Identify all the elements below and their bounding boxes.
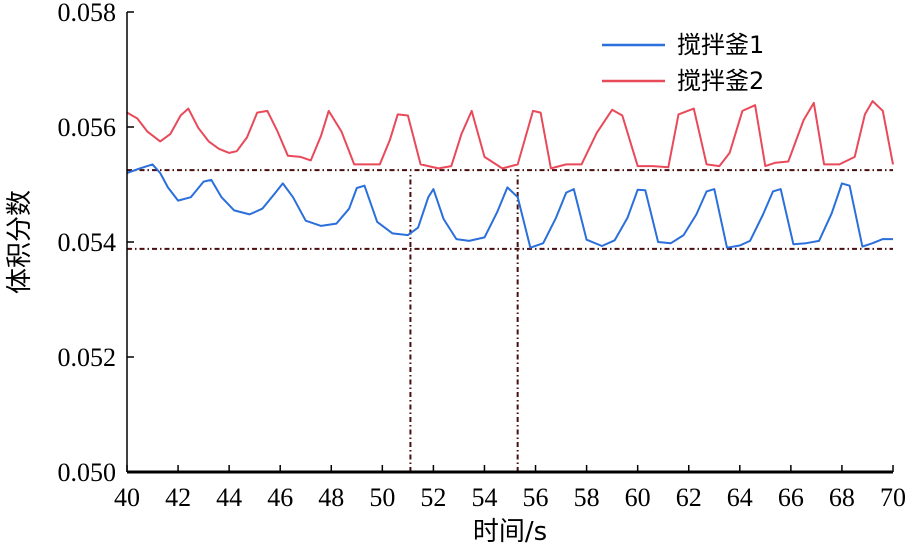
reference-lines <box>127 169 893 472</box>
x-tick-label: 68 <box>829 483 855 512</box>
ticks: 40 42 44 46 48 50 52 54 56 58 60 62 64 66 68 70 0.050 0.0… <box>58 0 907 512</box>
x-tick-label: 44 <box>216 483 242 512</box>
x-tick-label: 42 <box>165 483 191 512</box>
y-tick-label: 0.052 <box>58 343 117 372</box>
x-tick-label: 70 <box>880 483 906 512</box>
legend-label-1: 搅拌釜1 <box>677 31 764 59</box>
x-tick-label: 48 <box>318 483 344 512</box>
y-tick-label: 0.054 <box>58 228 117 257</box>
x-tick-label: 46 <box>267 483 293 512</box>
series-lines <box>126 100 894 249</box>
axes <box>126 12 893 474</box>
y-tick-label: 0.056 <box>58 113 117 142</box>
x-tick-label: 50 <box>369 483 395 512</box>
x-tick-label: 54 <box>471 483 497 512</box>
x-axis-title: 时间/s <box>473 517 547 546</box>
x-tick-label: 66 <box>778 483 804 512</box>
series-line-2 <box>126 100 894 170</box>
x-tick-label: 52 <box>420 483 446 512</box>
legend-label-2: 搅拌釜2 <box>677 67 764 95</box>
x-tick-label: 64 <box>727 483 753 512</box>
y-tick-label: 0.050 <box>58 458 117 487</box>
x-tick-label: 40 <box>114 483 140 512</box>
x-tick-label: 60 <box>625 483 651 512</box>
x-tick-label: 58 <box>574 483 600 512</box>
x-tick-label: 56 <box>523 483 549 512</box>
legend: 搅拌釜1 搅拌釜2 <box>602 31 764 95</box>
y-tick-label: 0.058 <box>58 0 117 27</box>
x-tick-label: 62 <box>676 483 702 512</box>
y-axis-title: 体积分数 <box>5 190 35 294</box>
series-line-1 <box>126 163 893 249</box>
